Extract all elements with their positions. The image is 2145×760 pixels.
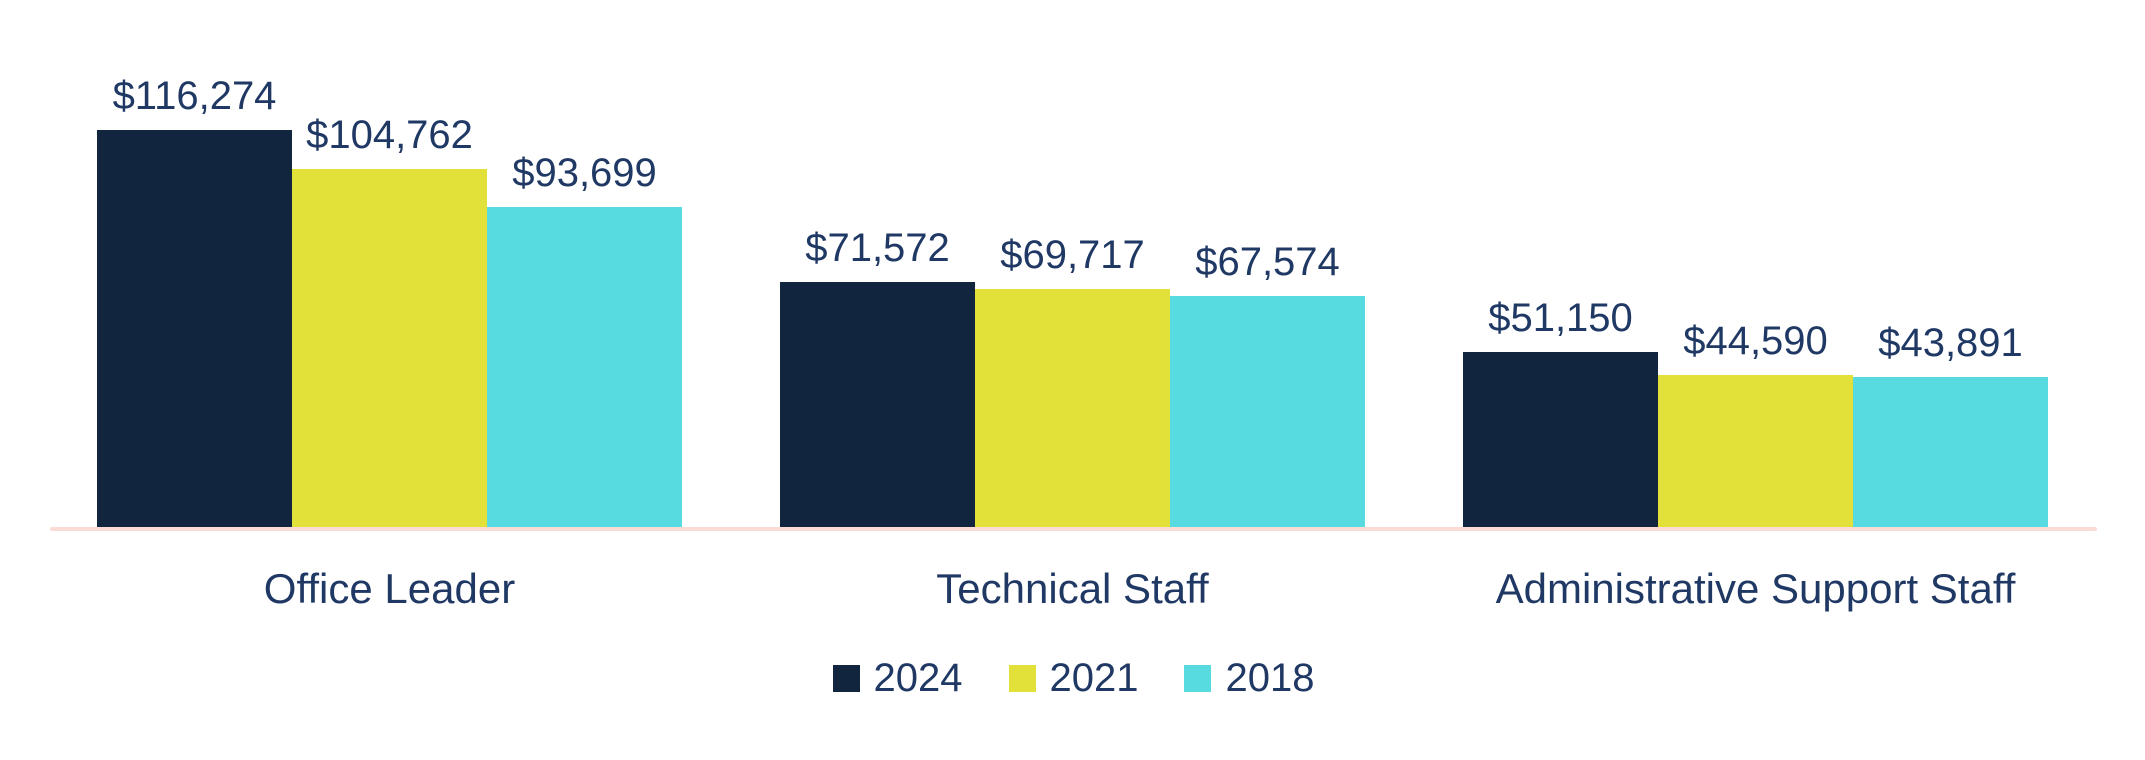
- legend-label-2024: 2024: [873, 656, 963, 700]
- bar-2018-office-leader: [487, 207, 682, 527]
- bar-2024-technical-staff: [780, 282, 975, 527]
- value-label-2018-technical-staff: $67,574: [1195, 240, 1340, 284]
- category-label-technical-staff: Technical Staff: [936, 565, 1209, 612]
- bar-2024-administrative-support-staff: [1463, 352, 1658, 527]
- legend-swatch-2018: [1184, 664, 1212, 692]
- value-label-2018-office-leader: $93,699: [512, 151, 657, 195]
- bar-2018-technical-staff: [1170, 296, 1365, 527]
- legend-swatch-2021: [1008, 664, 1036, 692]
- legend: 2024 2021 2018: [50, 658, 2097, 698]
- value-label-2018-administrative-support-staff: $43,891: [1878, 321, 2023, 365]
- legend-item-2018: 2018: [1184, 658, 1314, 698]
- category-label-office-leader: Office Leader: [263, 565, 516, 612]
- legend-label-2021: 2021: [1049, 656, 1139, 700]
- value-label-2021-office-leader: $104,762: [306, 113, 473, 157]
- value-label-2024-administrative-support-staff: $51,150: [1488, 296, 1633, 340]
- bar-2021-administrative-support-staff: [1658, 375, 1853, 527]
- category-label-administrative-support-staff: Administrative Support Staff: [1495, 565, 2016, 612]
- legend-item-2024: 2024: [832, 656, 963, 700]
- legend-swatch-2024: [832, 664, 860, 692]
- value-label-2021-technical-staff: $69,717: [1000, 233, 1145, 277]
- bar-2021-office-leader: [292, 169, 487, 527]
- legend-label-2018: 2018: [1225, 656, 1315, 700]
- x-axis-line: [50, 527, 2097, 531]
- value-label-2021-administrative-support-staff: $44,590: [1683, 319, 1828, 363]
- value-label-2024-office-leader: $116,274: [112, 74, 277, 118]
- bar-2024-office-leader: [97, 130, 292, 527]
- bar-2021-technical-staff: [975, 289, 1170, 527]
- bar-2018-administrative-support-staff: [1853, 377, 2048, 527]
- legend-item-2021: 2021: [1008, 656, 1139, 700]
- value-label-2024-technical-staff: $71,572: [805, 226, 950, 270]
